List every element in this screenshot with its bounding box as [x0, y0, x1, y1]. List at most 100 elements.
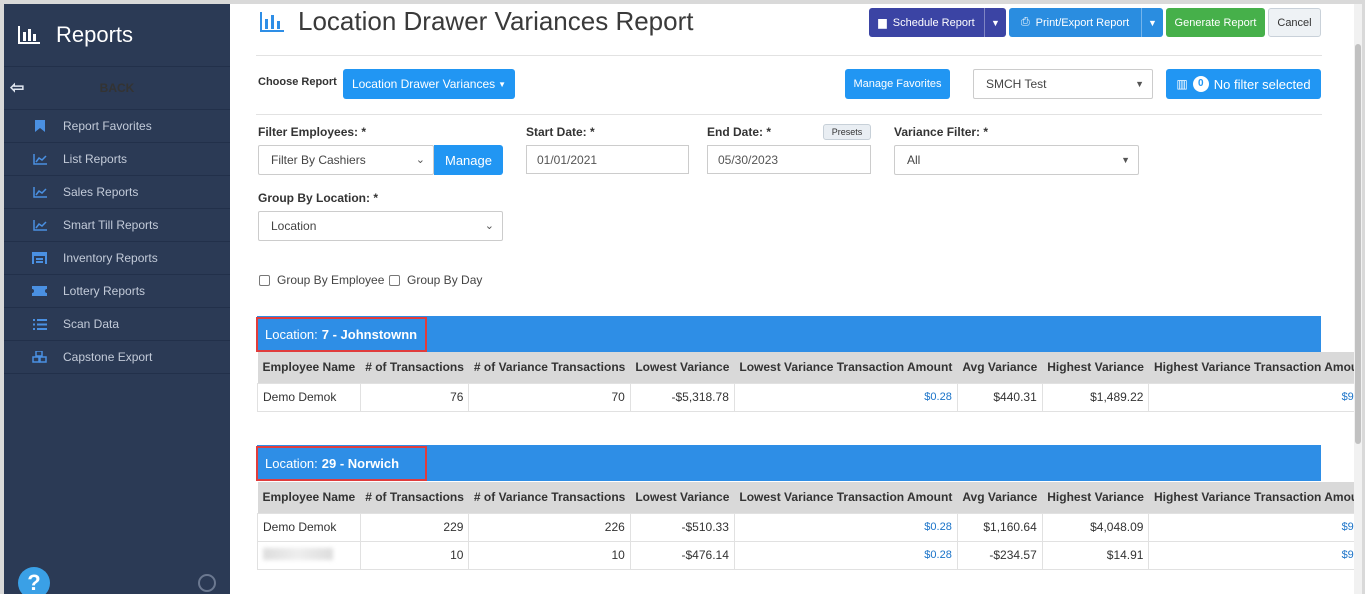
sidebar-item-report-favorites[interactable]: Report Favorites	[4, 110, 230, 143]
store-select[interactable]: SMCH Test ▼	[973, 69, 1153, 99]
group-by-day-checkbox[interactable]: Group By Day	[389, 273, 482, 287]
help-button[interactable]: ?	[18, 567, 50, 594]
sidebar: Reports ⇦ BACK Report Favorites List Rep…	[4, 4, 230, 594]
cell-highest-variance: $14.91	[1041, 540, 1150, 570]
start-date-input[interactable]: 01/01/2021	[526, 145, 689, 174]
divider	[256, 114, 1322, 115]
bookmark-icon	[32, 120, 47, 132]
location-name: 29 - Norwich	[321, 455, 400, 471]
group-by-day-label: Group By Day	[407, 273, 483, 287]
schedule-report-button[interactable]: ▆ Schedule Report ▼	[869, 8, 1006, 37]
choose-report-label: Choose Report	[258, 76, 337, 88]
filter-button[interactable]: ▥ 0 No filter selected	[1166, 69, 1321, 99]
sidebar-item-sales-reports[interactable]: Sales Reports	[4, 176, 230, 209]
column-header[interactable]: Highest Variance	[1042, 352, 1149, 383]
cell-lowest-amount-link[interactable]: $0.28	[733, 382, 958, 412]
group-by-employee-checkbox[interactable]: Group By Employee	[259, 273, 384, 287]
variance-filter-value: All	[907, 153, 921, 167]
chevron-down-icon[interactable]: ▼	[984, 8, 1006, 37]
report-dropdown[interactable]: Location Drawer Variances ▼	[343, 69, 515, 99]
column-header[interactable]: # of Transactions	[360, 482, 469, 513]
column-header[interactable]: Highest Variance Transaction Amount	[1148, 482, 1362, 513]
chevron-down-icon[interactable]: ▼	[1141, 8, 1163, 37]
location-prefix: Location:	[265, 326, 318, 342]
filter-employees-value: Filter By Cashiers	[271, 153, 366, 167]
sidebar-item-capstone-export[interactable]: Capstone Export	[4, 341, 230, 374]
column-header[interactable]: Employee Name	[257, 482, 361, 513]
column-header[interactable]: Avg Variance	[957, 352, 1043, 383]
generate-report-button[interactable]: Generate Report	[1166, 8, 1265, 37]
bar-chart-icon	[18, 26, 40, 44]
start-date-label: Start Date: *	[526, 125, 595, 139]
print-export-button[interactable]: ⎙ Print/Export Report ▼	[1009, 8, 1163, 37]
sidebar-item-label: Inventory Reports	[63, 251, 158, 265]
cell-highest-amount-link[interactable]: $9.75	[1148, 382, 1362, 412]
power-icon[interactable]	[198, 574, 216, 592]
cell-lowest-variance: -$5,318.78	[629, 382, 735, 412]
manage-favorites-button[interactable]: Manage Favorites	[845, 69, 950, 99]
filter-employees-select[interactable]: Filter By Cashiers ⌄	[258, 145, 434, 175]
cell-highest-amount-link[interactable]: $9.75	[1148, 540, 1362, 570]
sidebar-item-smart-till-reports[interactable]: Smart Till Reports	[4, 209, 230, 242]
variance-filter-label: Variance Filter: *	[894, 125, 989, 139]
column-header[interactable]: Employee Name	[257, 352, 361, 383]
chevron-down-icon: ⌄	[484, 220, 494, 232]
column-header[interactable]: Lowest Variance Transaction Amount	[734, 352, 958, 383]
group-by-location-label: Group By Location: *	[258, 191, 378, 205]
cell-highest-variance: $1,489.22	[1041, 382, 1150, 412]
column-header[interactable]: Lowest Variance Transaction Amount	[734, 482, 958, 513]
back-label: BACK	[99, 81, 135, 95]
group-by-location-select[interactable]: Location ⌄	[258, 211, 503, 241]
back-button[interactable]: ⇦ BACK	[4, 67, 230, 110]
scrollbar-thumb[interactable]	[1355, 44, 1361, 444]
column-header[interactable]: Lowest Variance	[630, 482, 735, 513]
cancel-button[interactable]: Cancel	[1268, 8, 1321, 37]
cell-avg-variance: $1,160.64	[956, 512, 1043, 542]
column-header[interactable]: # of Variance Transactions	[468, 352, 631, 383]
chart-line-icon	[32, 219, 47, 231]
page-title-text: Location Drawer Variances Report	[298, 6, 694, 36]
table-header-row: Employee Name # of Transactions # of Var…	[257, 482, 1362, 513]
bar-chart-icon	[260, 11, 284, 32]
sidebar-item-list-reports[interactable]: List Reports	[4, 143, 230, 176]
column-header[interactable]: Lowest Variance	[630, 352, 735, 383]
cell-lowest-amount-link[interactable]: $0.28	[733, 540, 958, 570]
highlight-box	[256, 446, 427, 481]
column-header[interactable]: Avg Variance	[957, 482, 1043, 513]
column-header[interactable]: Highest Variance Transaction Amount	[1148, 352, 1362, 383]
column-header[interactable]: # of Transactions	[360, 352, 469, 383]
location-header: Location: 7 - Johnstownn	[257, 316, 1321, 352]
variance-filter-select[interactable]: All ▼	[894, 145, 1139, 175]
sidebar-item-label: Smart Till Reports	[63, 218, 159, 232]
cell-employee: Demo Demok	[257, 512, 361, 542]
checkbox-box[interactable]	[259, 274, 270, 286]
cell-lowest-amount-link[interactable]: $0.28	[733, 512, 958, 542]
chart-line-icon	[32, 153, 47, 165]
cell-highest-amount-link[interactable]: $9.75	[1148, 512, 1362, 542]
cell-employee-redacted	[257, 540, 361, 570]
filter-employees-label: Filter Employees: *	[258, 125, 367, 139]
table-row: Demo Demok 76 70 -$5,318.78 $0.28 $440.3…	[257, 382, 1362, 412]
sidebar-item-inventory-reports[interactable]: Inventory Reports	[4, 242, 230, 275]
print-export-label: Print/Export Report	[1035, 16, 1130, 29]
sidebar-header: Reports	[4, 4, 230, 67]
cell-lowest-variance: -$510.33	[629, 512, 735, 542]
cell-variance-transactions: 70	[468, 382, 631, 412]
sidebar-item-lottery-reports[interactable]: Lottery Reports	[4, 275, 230, 308]
sidebar-item-label: Capstone Export	[63, 350, 153, 364]
chevron-down-icon: ⌄	[415, 154, 425, 166]
cell-transactions: 76	[359, 382, 470, 412]
scrollbar[interactable]	[1354, 4, 1362, 594]
caret-down-icon: ▼	[1121, 155, 1130, 165]
presets-button[interactable]: Presets	[823, 124, 871, 140]
location-table: Employee Name # of Transactions # of Var…	[257, 482, 1362, 570]
table-row: Demo Demok 229 226 -$510.33 $0.28 $1,160…	[257, 512, 1362, 542]
column-header[interactable]: # of Variance Transactions	[468, 482, 631, 513]
end-date-input[interactable]: 05/30/2023	[707, 145, 871, 174]
cell-employee: Demo Demok	[257, 382, 361, 412]
column-header[interactable]: Highest Variance	[1042, 482, 1149, 513]
checkbox-box[interactable]	[389, 274, 400, 286]
manage-button[interactable]: Manage	[434, 145, 503, 175]
divider	[256, 55, 1322, 56]
sidebar-item-scan-data[interactable]: Scan Data	[4, 308, 230, 341]
